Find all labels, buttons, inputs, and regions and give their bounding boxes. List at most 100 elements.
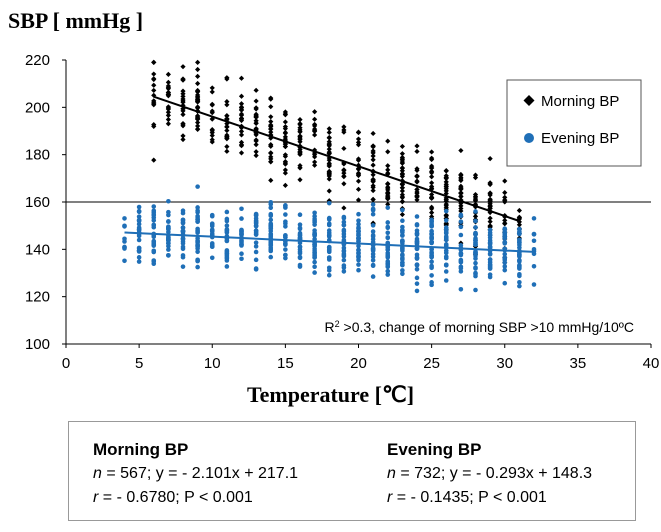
evening-point [268,228,274,234]
morning-point [195,92,201,98]
evening-point [136,249,142,254]
morning-point [151,98,157,104]
evening-stats-line1: n = 732; y = - 0.293x + 148.3 [387,465,593,482]
evening-point [414,239,420,244]
evening-legend-marker [524,133,534,143]
morning-point [429,165,435,171]
morning-point [443,201,449,207]
evening-point [385,235,391,241]
morning-point [268,118,274,125]
evening-point [443,227,449,233]
evening-point [224,238,230,243]
evening-point [458,219,464,224]
evening-point [458,252,464,258]
evening-point [166,226,171,232]
evening-point [312,253,317,259]
evening-point [136,221,142,227]
morning-point [429,180,435,186]
morning-point [399,195,405,201]
morning-point [238,104,245,110]
morning-point [282,129,288,136]
evening-point [517,280,522,285]
morning-point [209,85,215,91]
morning-point [165,79,171,85]
morning-point [268,150,274,156]
evening-point [443,255,449,261]
evening-point [429,259,434,265]
evening-point [122,258,127,264]
evening-point [136,217,142,223]
morning-point [341,205,347,211]
y-axis-title: SBP [ mmHg ] [8,8,144,33]
morning-point [502,194,508,200]
evening-point [224,218,230,224]
morning-point [151,102,157,108]
morning-point [282,170,288,176]
morning-point [341,181,347,187]
evening-point [429,231,434,237]
morning-point [180,96,186,102]
morning-point [312,123,318,129]
morning-point [326,129,332,136]
evening-point [356,235,361,240]
morning-point [253,152,259,159]
evening-point [341,214,347,220]
evening-point [180,236,186,242]
morning-point [253,120,259,126]
evening-point [473,218,478,224]
morning-point [458,185,464,191]
morning-point [209,126,215,133]
morning-point [370,184,376,191]
evening-point [356,221,361,227]
morning-point [355,136,362,142]
evening-point [473,287,478,293]
evening-point [473,242,478,248]
evening-point [253,244,259,249]
evening-point [400,232,405,238]
morning-point [238,101,245,107]
evening-point [209,227,215,233]
morning-point [268,159,274,165]
morning-point [268,114,274,120]
morning-point [297,121,303,128]
evening-point [224,249,230,254]
evening-point [180,225,186,231]
evening-point [136,204,142,210]
evening-point [180,217,186,223]
evening-point [356,257,361,263]
evening-point [283,212,288,217]
morning-point [355,139,362,146]
morning-point [238,139,245,145]
evening-point [283,219,288,224]
evening-point [341,234,347,239]
morning-point [312,109,318,115]
morning-point [355,156,362,162]
morning-point [326,163,332,169]
evening-point [414,263,420,268]
morning-point [224,135,230,141]
morning-point [253,98,259,104]
evening-point [312,264,317,270]
x-tick-label: 35 [570,355,587,372]
morning-legend-label: Morning BP [541,93,619,110]
evening-point [370,229,376,234]
evening-point [473,256,478,261]
evening-point [122,216,127,221]
morning-point [165,116,171,123]
evening-point [136,237,142,243]
evening-point [487,230,493,236]
morning-point [253,111,259,117]
evening-points [122,184,537,294]
evening-point [356,267,361,273]
morning-stats-line2: r = - 0.6780; P < 0.001 [93,489,253,506]
evening-point [312,259,317,265]
evening-point [180,210,186,216]
evening-point [370,263,376,269]
evening-point [400,207,405,213]
evening-stats-line2: r = - 0.1435; P < 0.001 [387,489,547,506]
evening-point [151,249,157,254]
morning-point [414,194,420,200]
morning-point [253,149,259,155]
evening-point [341,253,347,259]
morning-point [326,172,332,178]
